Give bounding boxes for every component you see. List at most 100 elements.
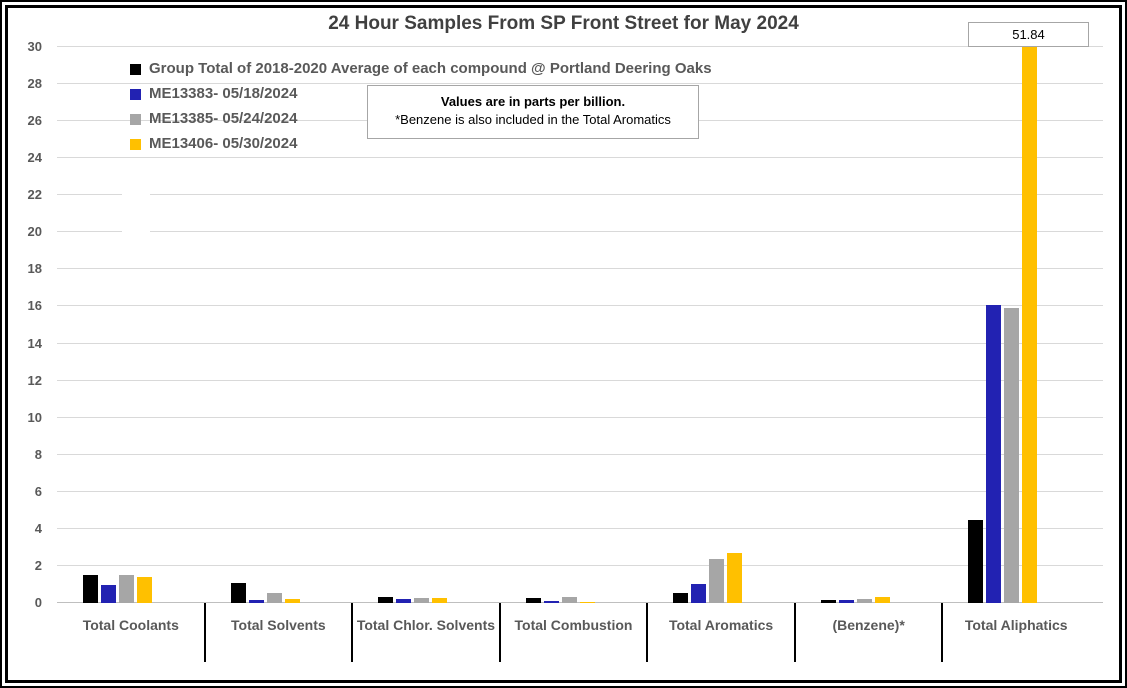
category-group: (Benzene)*: [795, 47, 944, 662]
y-tick-label-28: 28: [27, 76, 42, 92]
bar-cluster: [230, 582, 300, 603]
bar: [432, 598, 448, 603]
y-tick-label-14: 14: [27, 335, 42, 351]
gridline-16: [57, 305, 1103, 307]
bar: [83, 575, 98, 603]
legend-label: ME13406- 05/30/2024: [149, 135, 298, 152]
gridline-12: [57, 379, 1103, 381]
bar: [986, 304, 1002, 603]
bar: [396, 599, 412, 603]
bar: [838, 600, 854, 603]
bar: [709, 558, 725, 603]
bar: [248, 600, 264, 603]
category-group: Total Aliphatics: [942, 47, 1090, 633]
x-axis-category-label: Total Aliphatics: [964, 617, 1068, 633]
bar: [727, 552, 743, 603]
category-group: Total Chlor. Solvents: [352, 47, 501, 662]
bar: [266, 592, 282, 603]
bar: [1004, 308, 1020, 603]
category-tick-mark: [498, 603, 501, 662]
gridline-14: [57, 342, 1103, 344]
bar-cluster: [673, 552, 743, 603]
y-tick-label-0: 0: [34, 595, 42, 610]
legend-label: Group Total of 2018-2020 Average of each…: [149, 60, 712, 77]
gridline-20: [57, 231, 1103, 233]
category-group: Total Aromatics: [647, 47, 796, 662]
gridline-24: [57, 157, 1103, 159]
y-tick-label-8: 8: [34, 446, 42, 462]
y-tick-label-20: 20: [27, 224, 42, 240]
legend-swatch-icon: [130, 114, 141, 125]
x-axis-category-label: Total Combustion: [514, 617, 633, 633]
legend-swatch-icon: [130, 89, 141, 100]
y-tick-label-30: 30: [27, 39, 42, 54]
legend-background-patch: [122, 186, 150, 240]
bar: [673, 592, 689, 603]
x-axis-category-label: Total Coolants: [82, 617, 179, 633]
bar-cluster: [83, 575, 152, 603]
bar: [874, 597, 890, 603]
bar: [691, 583, 707, 603]
bar: [230, 582, 246, 603]
y-tick-label-16: 16: [27, 298, 42, 314]
legend-label: ME13385- 05/24/2024: [149, 110, 298, 127]
bar-cluster: [820, 597, 890, 603]
gridline-22: [57, 194, 1103, 196]
bar: [414, 598, 430, 603]
bar: [284, 599, 300, 603]
y-tick-label-24: 24: [27, 150, 42, 166]
bar: [137, 577, 152, 603]
note-units-text: Values are in parts per billion.: [440, 94, 626, 109]
x-axis-category-label: Total Aromatics: [668, 617, 774, 633]
category-tick-mark: [203, 603, 206, 662]
gridline-8: [57, 453, 1103, 455]
category-tick-mark: [941, 603, 944, 662]
gridline-30: [57, 46, 1103, 47]
gridline-28: [57, 83, 1103, 85]
bar: [856, 599, 872, 603]
bar: [119, 575, 134, 603]
bar: [543, 601, 559, 603]
bar: [579, 602, 595, 603]
annotation-note-box: Values are in parts per billion. *Benzen…: [367, 85, 699, 139]
legend-swatch-icon: [130, 64, 141, 75]
category-group: Total Combustion: [500, 47, 649, 662]
y-tick-label-26: 26: [27, 113, 42, 129]
bar: [820, 600, 836, 603]
bar: [378, 597, 394, 603]
gridline-2: [57, 564, 1103, 566]
legend-item: ME13383- 05/18/2024: [130, 85, 712, 102]
bar-cluster: [968, 47, 1038, 603]
legend-item: ME13406- 05/30/2024: [130, 135, 712, 152]
note-benzene-text: *Benzene is also included in the Total A…: [395, 112, 671, 127]
category-tick-mark: [351, 603, 354, 662]
gridline-6: [57, 490, 1103, 492]
y-tick-label-18: 18: [27, 261, 42, 277]
gridline-18: [57, 268, 1103, 270]
clipped-bar-value-label: 51.84: [968, 22, 1089, 47]
legend: Group Total of 2018-2020 Average of each…: [130, 60, 712, 160]
y-tick-label-22: 22: [27, 187, 42, 203]
y-axis-labels: 0 2 4 6 8 10 12 14 16 18 20 22 24 26 28 30: [0, 39, 48, 610]
legend-label: ME13383- 05/18/2024: [149, 85, 298, 102]
x-axis-category-label: Total Solvents: [231, 617, 326, 633]
category-groups: Total Coolants Total Solvents Total Chlor.…: [57, 47, 1090, 662]
bar: [968, 519, 984, 603]
x-axis-category-label: Total Chlor. Solvents: [356, 617, 496, 633]
category-tick-mark: [793, 603, 796, 662]
category-group: Total Solvents: [205, 47, 354, 662]
bar-cluster: [525, 597, 595, 603]
legend-swatch-icon: [130, 139, 141, 150]
category-group: Total Coolants: [57, 47, 206, 662]
gridline-10: [57, 416, 1103, 418]
legend-item: Group Total of 2018-2020 Average of each…: [130, 60, 712, 77]
y-tick-label-4: 4: [34, 520, 42, 536]
gridline-4: [57, 527, 1103, 529]
y-tick-label-10: 10: [27, 409, 42, 425]
x-axis-category-label: (Benzene)*: [832, 617, 905, 633]
y-tick-label-12: 12: [27, 372, 42, 388]
bar: [101, 585, 116, 603]
bar: [1022, 47, 1038, 603]
bar: [525, 598, 541, 603]
